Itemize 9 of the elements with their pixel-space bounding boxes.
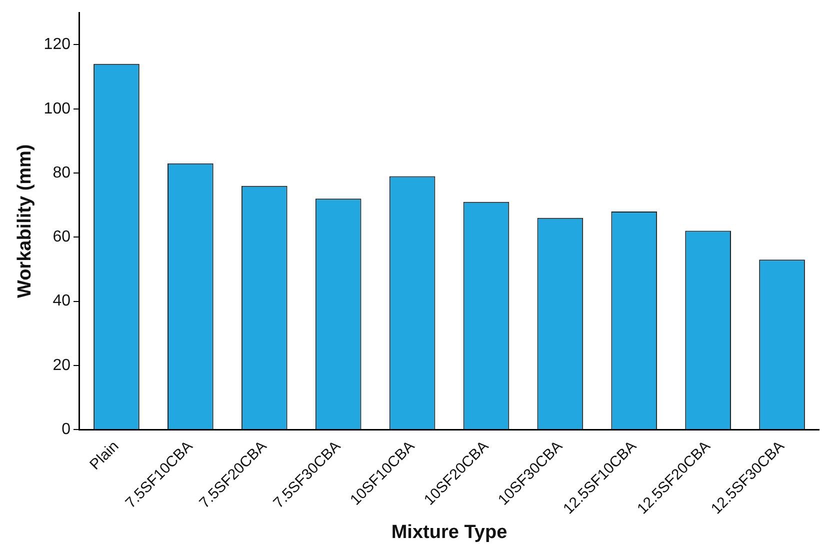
y-tick-label: 80 [52, 164, 71, 182]
x-axis-title: Mixture Type [391, 522, 508, 543]
y-tick-label: 60 [52, 228, 71, 246]
y-tick-label: 0 [62, 421, 71, 438]
y-tick-label: 40 [52, 292, 71, 310]
y-tick-label: 20 [52, 356, 71, 374]
y-tick-label: 120 [44, 36, 71, 54]
y-axis-title: Workability (mm) [14, 144, 36, 298]
y-tick-label: 100 [44, 100, 71, 118]
